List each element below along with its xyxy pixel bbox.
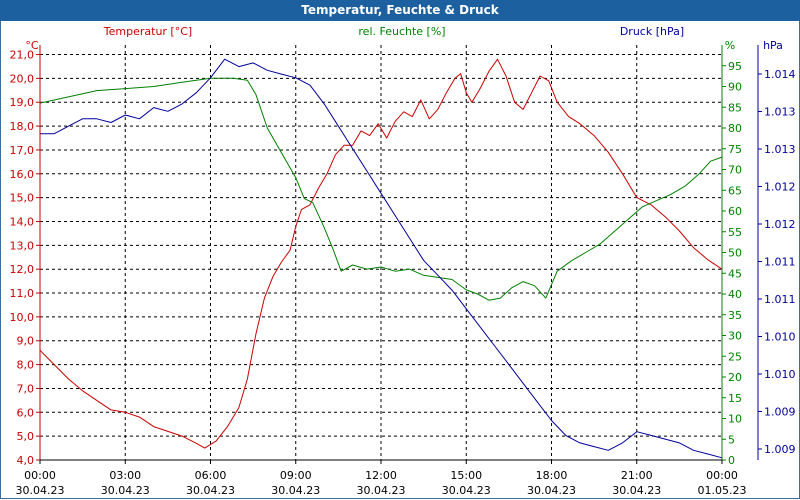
humidity-axis-title: rel. Feuchte [%]: [358, 25, 445, 38]
x-tick-time: 00:00: [24, 469, 56, 482]
hum-tick-label: 60: [728, 205, 742, 218]
humidity-unit: %: [725, 39, 735, 52]
press-tick-label: 1.010: [764, 331, 796, 344]
temp-tick-label: 15,0: [10, 192, 35, 205]
temp-tick-label: 21,0: [10, 49, 35, 62]
press-tick-label: 1.009: [764, 406, 796, 419]
hum-tick-label: 5: [728, 433, 735, 446]
hum-tick-label: 10: [728, 413, 742, 426]
hum-tick-label: 90: [728, 81, 742, 94]
series-line-temperature: [39, 58, 723, 449]
temperature-unit: °C: [25, 39, 39, 52]
temp-tick-label: 6,0: [17, 406, 35, 419]
press-tick-label: 1.011: [764, 293, 796, 306]
series-line-humidity: [39, 77, 723, 301]
pressure-axis-title: Druck [hPa]: [620, 25, 684, 38]
x-tick-date: 30.04.23: [612, 484, 661, 497]
temp-tick-label: 16,0: [10, 168, 35, 181]
temp-tick-label: 9,0: [17, 335, 35, 348]
x-tick-time: 18:00: [536, 469, 568, 482]
hum-tick-label: 40: [728, 288, 742, 301]
temp-tick-label: 19,0: [10, 96, 35, 109]
press-tick-label: 1.009: [764, 443, 796, 456]
x-tick-time: 15:00: [450, 469, 482, 482]
x-tick-time: 21:00: [621, 469, 653, 482]
temp-tick-label: 18,0: [10, 120, 35, 133]
hum-tick-label: 55: [728, 226, 742, 239]
hum-tick-label: 15: [728, 392, 742, 405]
x-tick-date: 30.04.23: [16, 484, 65, 497]
hum-tick-label: 35: [728, 309, 742, 322]
hum-tick-label: 70: [728, 164, 742, 177]
hum-tick-label: 95: [728, 60, 742, 73]
x-tick-date: 30.04.23: [527, 484, 576, 497]
series-line-pressure: [40, 58, 723, 459]
x-tick-time: 03:00: [109, 469, 141, 482]
temp-tick-label: 8,0: [17, 359, 35, 372]
hum-tick-label: 20: [728, 371, 742, 384]
press-tick-label: 1.014: [764, 68, 796, 81]
press-tick-label: 1.010: [764, 368, 796, 381]
x-tick-time: 09:00: [280, 469, 312, 482]
temp-tick-label: 7,0: [17, 382, 35, 395]
x-tick-time: 00:00: [706, 469, 738, 482]
grid-layer: [40, 45, 722, 461]
hum-tick-label: 0: [728, 454, 735, 467]
press-tick-label: 1.013: [764, 106, 796, 119]
press-tick-label: 1.011: [764, 256, 796, 269]
temp-tick-label: 5,0: [17, 430, 35, 443]
temp-tick-label: 20,0: [10, 72, 35, 85]
temp-tick-label: 10,0: [10, 311, 35, 324]
hum-tick-label: 80: [728, 122, 742, 135]
temp-tick-label: 12,0: [10, 263, 35, 276]
x-tick-date: 30.04.23: [442, 484, 491, 497]
x-tick-date: 30.04.23: [101, 484, 150, 497]
x-tick-date: 30.04.23: [186, 484, 235, 497]
hum-tick-label: 45: [728, 267, 742, 280]
hum-tick-label: 75: [728, 143, 742, 156]
temp-tick-label: 4,0: [17, 454, 35, 467]
temp-tick-label: 14,0: [10, 215, 35, 228]
chart-title: Temperatur, Feuchte & Druck: [0, 0, 800, 21]
temp-tick-label: 17,0: [10, 144, 35, 157]
temperature-axis-title: Temperatur [°C]: [103, 25, 192, 38]
press-tick-label: 1.012: [764, 181, 796, 194]
press-tick-label: 1.013: [764, 143, 796, 156]
hum-tick-label: 25: [728, 350, 742, 363]
x-tick-time: 06:00: [195, 469, 227, 482]
x-tick-date: 01.05.23: [698, 484, 747, 497]
hum-tick-label: 65: [728, 184, 742, 197]
temp-tick-label: 11,0: [10, 287, 35, 300]
x-tick-date: 30.04.23: [357, 484, 406, 497]
x-tick-time: 12:00: [365, 469, 397, 482]
series-layer: [39, 58, 723, 459]
x-tick-date: 30.04.23: [271, 484, 320, 497]
pressure-unit: hPa: [763, 39, 783, 52]
press-tick-label: 1.012: [764, 218, 796, 231]
hum-tick-label: 85: [728, 101, 742, 114]
axis-layer: 4,0 5,0 6,0 7,0 8,0 9,0 10,0 11,0 12,0 13,0 14,0 15…: [10, 45, 796, 497]
hum-tick-label: 50: [728, 247, 742, 260]
temp-tick-label: 13,0: [10, 239, 35, 252]
hum-tick-label: 30: [728, 330, 742, 343]
